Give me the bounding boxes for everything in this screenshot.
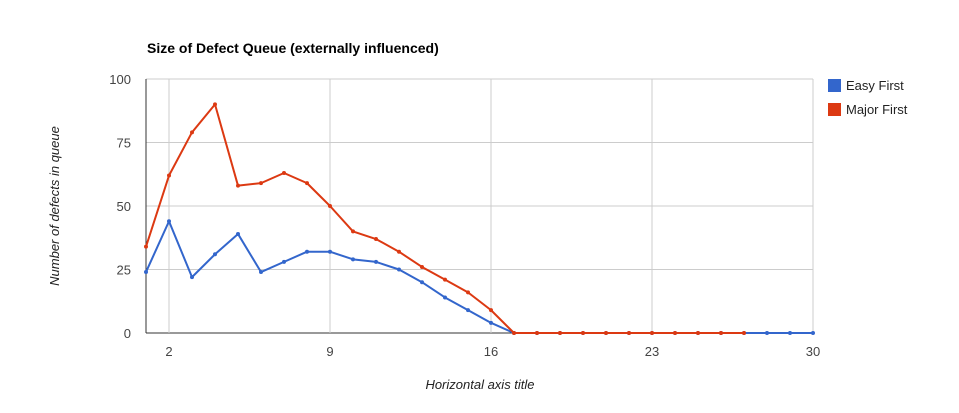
y-tick-label: 75: [117, 136, 131, 151]
legend-label[interactable]: Major First: [846, 102, 908, 117]
y-tick-label: 25: [117, 263, 131, 278]
data-point: [742, 331, 746, 335]
data-point: [397, 249, 401, 254]
x-tick-label: 9: [326, 344, 333, 359]
data-point: [213, 252, 217, 257]
grid: [145, 78, 814, 334]
data-point: [512, 331, 516, 335]
legend-swatch: [828, 103, 841, 116]
series-line: [145, 220, 813, 334]
data-point: [420, 264, 424, 269]
data-point: [788, 331, 792, 335]
y-tick-label: 0: [124, 326, 131, 341]
data-point: [581, 331, 585, 335]
data-point: [328, 204, 332, 208]
data-point: [351, 229, 355, 234]
legend[interactable]: Easy First Major First: [828, 78, 908, 117]
data-point: [535, 331, 539, 335]
data-point: [236, 231, 240, 236]
data-point: [190, 275, 194, 280]
chart-title: Size of Defect Queue (externally influen…: [147, 40, 439, 56]
data-point: [282, 170, 286, 175]
data-point: [420, 280, 424, 285]
series-group: [144, 102, 815, 335]
data-point: [259, 181, 263, 186]
data-point: [328, 249, 332, 254]
data-point: [811, 331, 815, 335]
data-point: [167, 173, 171, 178]
y-axis-title: Number of defects in queue: [47, 126, 62, 286]
data-point: [374, 237, 378, 242]
data-point: [351, 257, 355, 262]
data-point: [259, 270, 263, 275]
data-point: [604, 331, 608, 335]
data-point: [466, 290, 470, 295]
data-point: [305, 249, 309, 254]
data-point: [190, 130, 194, 135]
data-point: [650, 331, 654, 335]
data-point: [374, 259, 378, 264]
y-tick-label: 50: [117, 199, 131, 214]
x-tick-label: 23: [645, 344, 659, 359]
data-point: [466, 308, 470, 313]
data-point: [489, 308, 493, 313]
data-point: [489, 320, 493, 325]
data-point: [144, 270, 148, 275]
data-point: [443, 295, 447, 300]
data-point: [719, 331, 723, 335]
data-point: [167, 219, 171, 224]
x-tick-label: 16: [484, 344, 498, 359]
data-point: [627, 331, 631, 335]
x-axis-ticks: 2 9 16 23 30: [165, 344, 820, 359]
y-tick-label: 100: [109, 72, 131, 87]
data-point: [443, 277, 447, 282]
data-point: [305, 181, 309, 186]
legend-swatch: [828, 79, 841, 92]
data-point: [673, 331, 677, 335]
data-point: [144, 244, 148, 249]
data-point: [558, 331, 562, 335]
x-tick-label: 2: [165, 344, 172, 359]
data-point: [236, 183, 240, 188]
x-axis-title: Horizontal axis title: [425, 377, 534, 392]
x-tick-label: 30: [806, 344, 820, 359]
data-point: [282, 259, 286, 264]
y-axis-ticks: 0 25 50 75 100: [109, 72, 131, 341]
data-point: [765, 331, 769, 335]
data-point: [696, 331, 700, 335]
data-point: [397, 267, 401, 272]
legend-label[interactable]: Easy First: [846, 78, 904, 93]
data-point: [213, 102, 217, 107]
